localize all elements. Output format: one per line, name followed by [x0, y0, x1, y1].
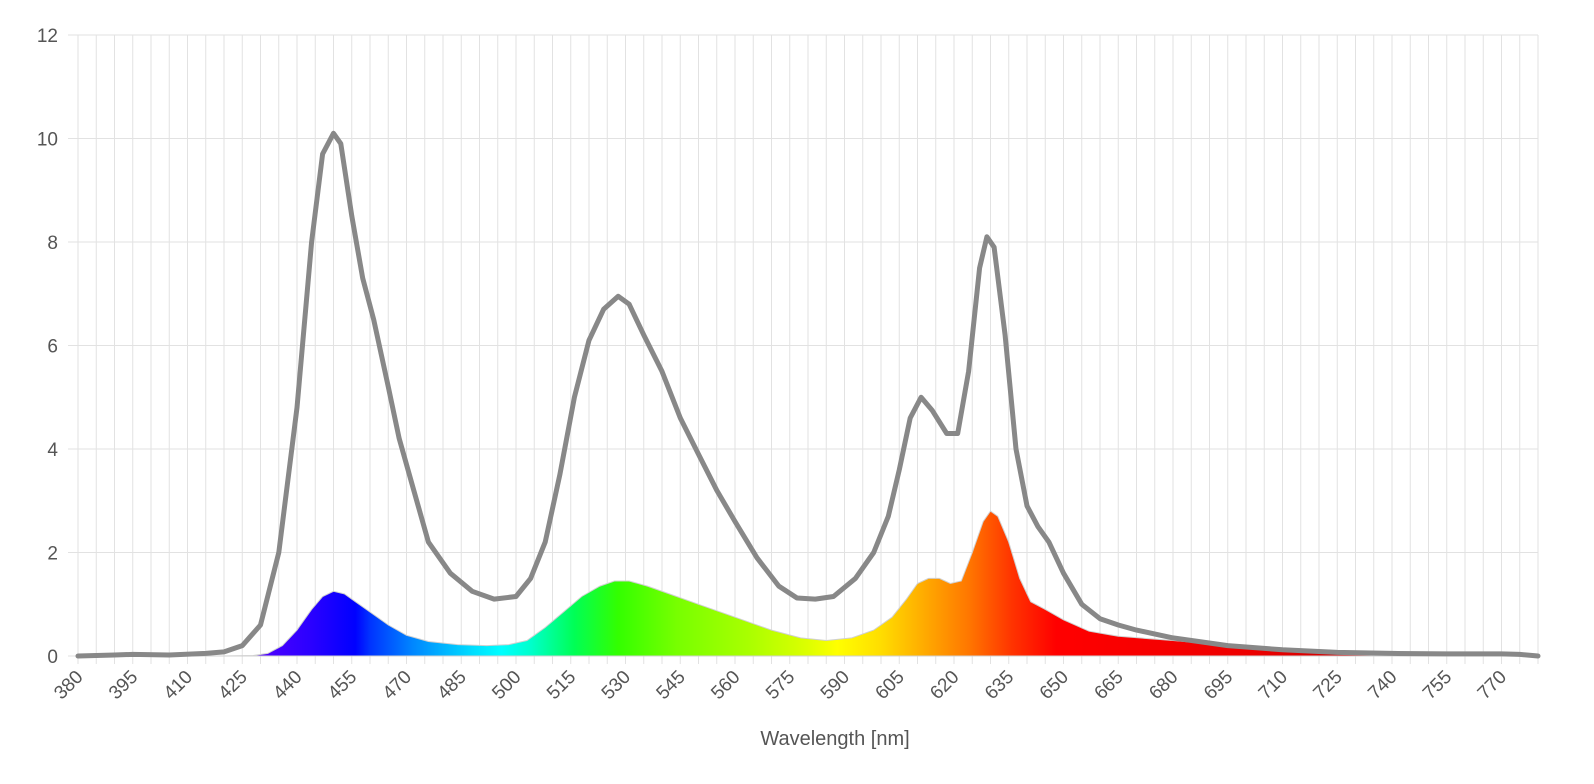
y-tick-label: 2: [47, 544, 58, 565]
x-tick-label: 755: [1419, 667, 1456, 704]
x-tick-label: 770: [1474, 667, 1511, 704]
x-tick-label: 710: [1255, 667, 1292, 704]
series-layer: [75, 130, 1541, 659]
x-tick-label: 530: [598, 667, 635, 704]
y-tick-label: 6: [47, 337, 58, 358]
x-tick-label: 605: [872, 667, 909, 704]
x-tick-label: 515: [543, 667, 580, 704]
x-tick-label: 440: [269, 667, 306, 704]
spectrum-line: [75, 130, 1541, 659]
y-tick-label: 12: [37, 26, 58, 47]
x-tick-label: 680: [1145, 667, 1182, 704]
x-tick-label: 500: [488, 667, 525, 704]
x-tick-label: 665: [1091, 667, 1128, 704]
x-tick-label: 410: [160, 667, 197, 704]
x-tick-label: 695: [1200, 667, 1237, 704]
grid: [68, 34, 1539, 664]
x-tick-label: 395: [105, 667, 142, 704]
x-tick-label: 560: [707, 667, 744, 704]
x-tick-label: 725: [1310, 667, 1347, 704]
x-tick-label: 650: [1036, 667, 1073, 704]
x-tick-label: 485: [434, 667, 471, 704]
x-tick-label: 740: [1364, 667, 1401, 704]
x-tick-label: 545: [653, 667, 690, 704]
y-tick-label: 8: [47, 233, 58, 254]
x-axis-title: Wavelength [nm]: [760, 728, 909, 750]
x-tick-label: 635: [981, 667, 1018, 704]
x-tick-label: 380: [50, 667, 87, 704]
spectral-fill-area: [78, 510, 1539, 657]
x-tick-label: 575: [762, 667, 799, 704]
y-tick-label: 0: [47, 647, 58, 668]
y-tick-label: 4: [47, 440, 58, 461]
x-tick-label: 590: [817, 667, 854, 704]
x-tick-label: 620: [926, 667, 963, 704]
x-tick-label: 455: [324, 667, 361, 704]
axes: 0 2 4 6 8 10 12 380 395 410 425 440 455 470 485 500 515 5…: [37, 26, 1511, 704]
y-tick-label: 10: [37, 130, 58, 151]
x-tick-label: 470: [379, 667, 416, 704]
x-tick-label: 425: [215, 667, 252, 704]
